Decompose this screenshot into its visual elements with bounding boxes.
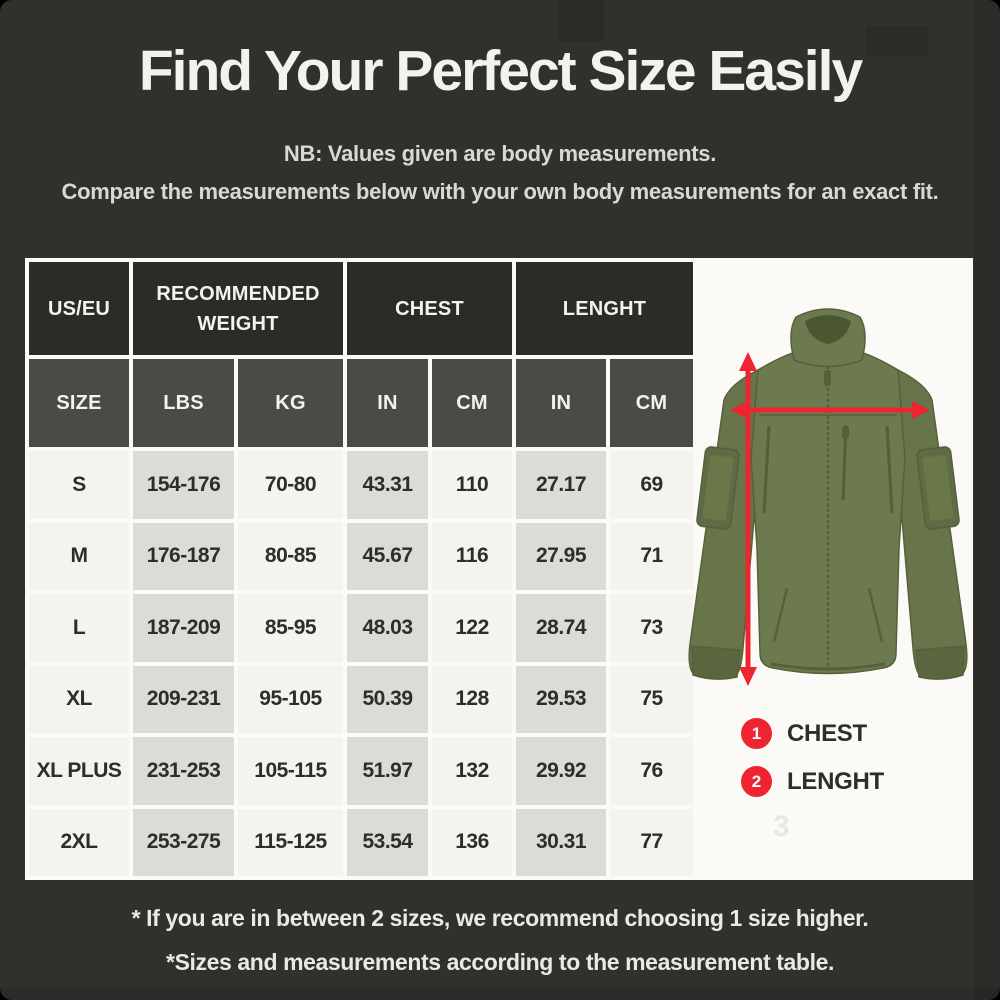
cell-kg: 105-115 [238, 737, 343, 805]
backdrop-shade [558, 0, 604, 42]
chest-label: CHEST [787, 719, 867, 747]
jacket-right-cuff [915, 645, 965, 680]
jacket-left-sleeve-velcro [702, 455, 734, 521]
cell-size: XL PLUS [29, 737, 129, 805]
cell-length-in: 30.31 [516, 808, 606, 876]
jacket-left-hand-pocket [772, 587, 789, 643]
cell-lbs: 176-187 [133, 522, 234, 590]
cell-kg: 70-80 [238, 451, 343, 519]
faint-watermark-digit: 3 [773, 810, 790, 843]
cell-chest-cm: 132 [432, 737, 512, 805]
cell-kg: 115-125 [238, 808, 343, 876]
legend-item-length: 2 LENGHT [741, 766, 884, 797]
cell-size: S [29, 451, 129, 519]
jacket-collar-inner [805, 315, 851, 344]
jacket-zipper-pull [824, 370, 831, 386]
jacket-body [688, 308, 968, 680]
cell-kg: 85-95 [238, 594, 343, 662]
jacket-left-cuff [691, 645, 741, 680]
cell-size: L [29, 594, 129, 662]
jacket-right-sleeve-velcro [922, 455, 954, 521]
jacket-right-arm-zip [885, 425, 894, 514]
cell-kg: 95-105 [238, 665, 343, 733]
cell-chest-in: 45.67 [347, 522, 428, 590]
jacket-hem [770, 662, 886, 671]
jacket-illustration [688, 308, 968, 686]
cell-length-cm: 73 [610, 594, 693, 662]
measurement-legend: 1 CHEST 2 LENGHT [741, 718, 884, 814]
column-group-chest: CHEST [347, 262, 512, 355]
chest-arrow-right-head [912, 401, 930, 419]
cell-length-cm: 77 [610, 808, 693, 876]
subtitle-instruction: Compare the measurements below with your… [61, 179, 939, 204]
column-header-kg: KG [238, 359, 343, 447]
cell-lbs: 154-176 [133, 451, 234, 519]
column-group-length: LENGHT [516, 262, 693, 355]
column-header-chest-cm: CM [432, 359, 512, 447]
cell-length-in: 27.95 [516, 522, 606, 590]
legend-item-chest: 1 CHEST [741, 718, 884, 749]
cell-chest-in: 43.31 [347, 451, 428, 519]
subtitle-note: NB: Values given are body measurements. [283, 141, 717, 166]
jacket-left-arm-zip [762, 425, 771, 514]
page-title: Find Your Perfect Size Easily [138, 39, 863, 103]
size-table: US/EU RECOMMENDED WEIGHT CHEST LENGHT SI… [25, 258, 697, 880]
cell-chest-cm: 128 [432, 665, 512, 733]
column-header-chest-in: IN [347, 359, 428, 447]
cell-length-cm: 75 [610, 665, 693, 733]
cell-length-in: 28.74 [516, 594, 606, 662]
column-header-size: SIZE [29, 359, 129, 447]
chest-arrow-left-head [730, 401, 748, 419]
cell-chest-in: 50.39 [347, 665, 428, 733]
length-arrow-top-head [739, 352, 757, 371]
cell-length-cm: 71 [610, 522, 693, 590]
cell-size: XL [29, 665, 129, 733]
cell-size: M [29, 522, 129, 590]
backdrop-shade [0, 988, 1000, 1000]
cell-length-in: 29.53 [516, 665, 606, 733]
column-header-length-in: IN [516, 359, 606, 447]
footnote-size-advice: * If you are in between 2 sizes, we reco… [131, 905, 869, 931]
cell-length-cm: 69 [610, 451, 693, 519]
cell-length-in: 29.92 [516, 737, 606, 805]
size-chart-card: US/EU RECOMMENDED WEIGHT CHEST LENGHT SI… [25, 258, 973, 880]
cell-lbs: 231-253 [133, 737, 234, 805]
column-header-lbs: LBS [133, 359, 234, 447]
cell-chest-in: 51.97 [347, 737, 428, 805]
length-number-badge: 2 [741, 766, 772, 797]
column-header-length-cm: CM [610, 359, 693, 447]
cell-length-in: 27.17 [516, 451, 606, 519]
cell-lbs: 253-275 [133, 808, 234, 876]
cell-kg: 80-85 [238, 522, 343, 590]
column-group-us-eu: US/EU [29, 262, 129, 355]
cell-length-cm: 76 [610, 737, 693, 805]
jacket-chest-pocket-pull [842, 426, 849, 439]
cell-size: 2XL [29, 808, 129, 876]
jacket-right-hand-pocket [867, 587, 884, 643]
cell-chest-cm: 110 [432, 451, 512, 519]
cell-chest-cm: 116 [432, 522, 512, 590]
cell-lbs: 187-209 [133, 594, 234, 662]
chest-number-badge: 1 [741, 718, 772, 749]
measurement-arrows [730, 352, 930, 686]
cell-chest-cm: 122 [432, 594, 512, 662]
cell-chest-in: 48.03 [347, 594, 428, 662]
length-label: LENGHT [787, 767, 884, 795]
footnote-measurement-table: *Sizes and measurements according to the… [166, 949, 834, 975]
cell-chest-cm: 136 [432, 808, 512, 876]
cell-chest-in: 53.54 [347, 808, 428, 876]
length-arrow-bottom-head [739, 667, 757, 686]
column-group-recommended-weight: RECOMMENDED WEIGHT [133, 262, 343, 355]
cell-lbs: 209-231 [133, 665, 234, 733]
